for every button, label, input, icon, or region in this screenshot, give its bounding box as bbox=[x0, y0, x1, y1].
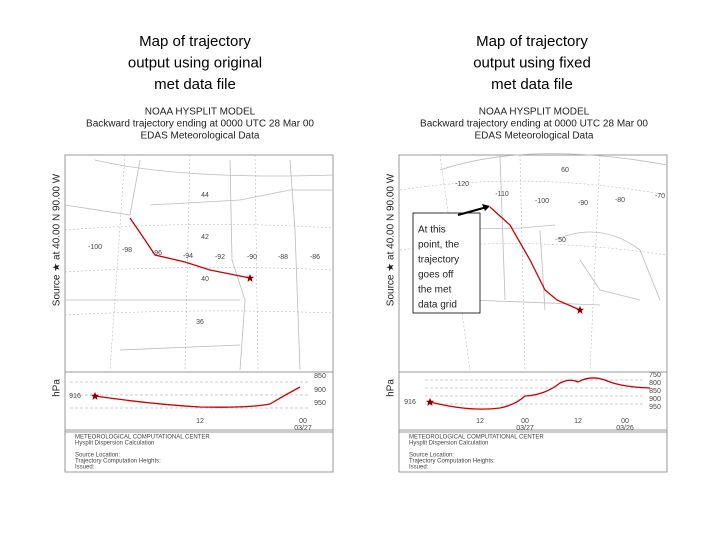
caption-line: output using fixed bbox=[473, 54, 591, 71]
hpa-label: hPa bbox=[386, 379, 397, 397]
map-label: 50 bbox=[558, 237, 566, 244]
height-label: 750 bbox=[649, 372, 661, 379]
footer-line: Hysplit Dispersion Calculation bbox=[75, 441, 154, 447]
map-label: -90 bbox=[247, 254, 257, 261]
map-label: -86 bbox=[310, 254, 320, 261]
height-label: 850 bbox=[649, 388, 661, 395]
callout-box bbox=[412, 212, 481, 314]
map-label: -100 bbox=[88, 244, 102, 251]
map-label: -88 bbox=[278, 254, 288, 261]
time-label: 00 bbox=[621, 418, 629, 425]
footer-line: Source Location: bbox=[409, 453, 454, 459]
map-label: -120 bbox=[455, 181, 469, 188]
map-subtitle: Backward trajectory ending at 0000 UTC 2… bbox=[86, 119, 314, 130]
map-label: -80 bbox=[615, 197, 625, 204]
map-label: 42 bbox=[201, 234, 209, 241]
map-label: 60 bbox=[561, 167, 569, 174]
map-data-source: EDAS Meteorological Data bbox=[141, 131, 260, 142]
callout-line: point, the bbox=[418, 240, 460, 251]
height-frame bbox=[398, 371, 668, 431]
footer-line: Hysplit Dispersion Calculation bbox=[409, 441, 488, 447]
time-label: 12 bbox=[196, 418, 204, 425]
height-grid bbox=[70, 381, 310, 409]
source-star bbox=[246, 274, 254, 282]
map-label: 36 bbox=[196, 319, 204, 326]
map-subtitle: Backward trajectory ending at 0000 UTC 2… bbox=[420, 119, 648, 130]
height-label: 850 bbox=[314, 373, 326, 380]
time-label: 12 bbox=[574, 418, 582, 425]
footer-line: Issued: bbox=[409, 465, 429, 471]
map-frame bbox=[398, 154, 668, 473]
map-data-source: EDAS Meteorological Data bbox=[475, 131, 594, 142]
footer-line: METEOROLOGICAL COMPUTATIONAL CENTER bbox=[409, 435, 544, 441]
time-label: 03/27 bbox=[294, 425, 312, 432]
height-label: 916 bbox=[404, 399, 416, 406]
callout-line: trajectory bbox=[418, 255, 459, 266]
state-borders bbox=[64, 159, 334, 371]
map-label: 40 bbox=[201, 276, 209, 283]
time-label: 03/27 bbox=[516, 425, 534, 432]
map-label: 44 bbox=[201, 192, 209, 199]
time-label: 00 bbox=[521, 418, 529, 425]
source-star bbox=[91, 392, 99, 400]
map-label: -100 bbox=[535, 198, 549, 205]
caption-line: Map of trajectory bbox=[476, 33, 588, 50]
footer-line: Trajectory Computation Heights: bbox=[75, 459, 161, 465]
map-label: -96 bbox=[152, 250, 162, 257]
callout-line: the met bbox=[418, 285, 452, 296]
time-label: 00 bbox=[299, 418, 307, 425]
map-label: -70 bbox=[655, 193, 665, 200]
caption-line: output using original bbox=[128, 54, 262, 71]
source-label: Source ★ at 40.00 N 90.00 W bbox=[386, 173, 397, 306]
callout-arrowhead bbox=[482, 204, 490, 211]
height-label: 950 bbox=[314, 400, 326, 407]
footer-line: Trajectory Computation Heights: bbox=[409, 459, 495, 465]
height-frame bbox=[64, 371, 334, 431]
time-label: 12 bbox=[476, 418, 484, 425]
height-label: 900 bbox=[314, 387, 326, 394]
graticule bbox=[64, 154, 334, 371]
caption-line: Map of trajectory bbox=[139, 33, 251, 50]
map-frame bbox=[64, 154, 334, 473]
caption-line: met data file bbox=[154, 76, 236, 93]
state-borders bbox=[419, 153, 668, 311]
height-grid bbox=[425, 379, 645, 405]
map-label: -98 bbox=[122, 247, 132, 254]
height-trace bbox=[94, 386, 301, 408]
map-label: -92 bbox=[215, 254, 225, 261]
caption-line: met data file bbox=[491, 76, 573, 93]
source-star bbox=[576, 306, 584, 314]
callout-line: goes off bbox=[418, 270, 454, 281]
map-label: -110 bbox=[495, 191, 509, 198]
hpa-label: hPa bbox=[52, 379, 63, 397]
source-star bbox=[426, 398, 434, 406]
right-map-art bbox=[398, 153, 668, 473]
callout-arrow bbox=[457, 206, 488, 216]
callout-line: At this bbox=[418, 225, 446, 236]
height-label: 800 bbox=[649, 380, 661, 387]
height-label: 900 bbox=[649, 396, 661, 403]
source-label: Source ★ at 40.00 N 90.00 W bbox=[52, 173, 63, 306]
map-title: NOAA HYSPLIT MODEL bbox=[145, 107, 256, 118]
trajectory bbox=[129, 217, 251, 279]
footer-line: Issued: bbox=[75, 465, 95, 471]
trajectory bbox=[489, 206, 581, 311]
left-map-art bbox=[64, 154, 334, 473]
map-label: -94 bbox=[183, 253, 193, 260]
time-label: 03/26 bbox=[616, 425, 634, 432]
height-label: 916 bbox=[69, 393, 81, 400]
map-label: -90 bbox=[578, 200, 588, 207]
map-title: NOAA HYSPLIT MODEL bbox=[479, 107, 590, 118]
footer-line: METEOROLOGICAL COMPUTATIONAL CENTER bbox=[75, 435, 210, 441]
height-label: 950 bbox=[649, 404, 661, 411]
callout-line: data grid bbox=[418, 300, 457, 311]
footer-line: Source Location: bbox=[75, 453, 120, 459]
height-trace bbox=[429, 377, 651, 410]
